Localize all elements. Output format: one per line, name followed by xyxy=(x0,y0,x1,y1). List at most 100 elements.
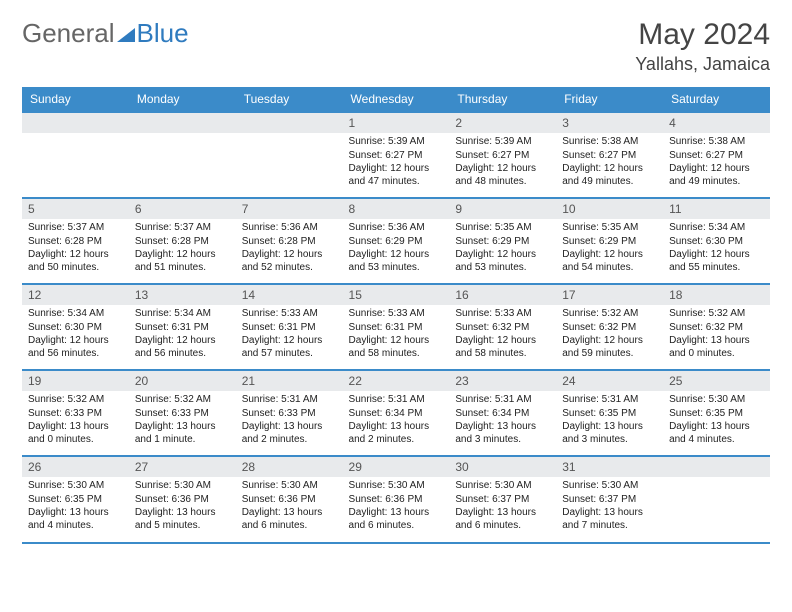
day-number: 9 xyxy=(449,199,556,219)
sunrise-line: Sunrise: 5:33 AM xyxy=(242,308,337,321)
calendar-week: 5Sunrise: 5:37 AMSunset: 6:28 PMDaylight… xyxy=(22,198,770,284)
sunrise-line: Sunrise: 5:32 AM xyxy=(28,394,123,407)
daylight-line: Daylight: 13 hours and 1 minute. xyxy=(135,421,230,446)
day-body: Sunrise: 5:31 AMSunset: 6:34 PMDaylight:… xyxy=(343,391,450,450)
title-block: May 2024 Yallahs, Jamaica xyxy=(635,18,770,75)
calendar-table: SundayMondayTuesdayWednesdayThursdayFrid… xyxy=(22,87,770,542)
sunrise-line: Sunrise: 5:39 AM xyxy=(455,136,550,149)
daylight-line: Daylight: 12 hours and 57 minutes. xyxy=(242,335,337,360)
location: Yallahs, Jamaica xyxy=(635,54,770,75)
sunrise-line: Sunrise: 5:34 AM xyxy=(669,222,764,235)
calendar-cell: 22Sunrise: 5:31 AMSunset: 6:34 PMDayligh… xyxy=(343,370,450,456)
sunset-line: Sunset: 6:27 PM xyxy=(669,150,764,163)
calendar-cell: 10Sunrise: 5:35 AMSunset: 6:29 PMDayligh… xyxy=(556,198,663,284)
day-body: Sunrise: 5:30 AMSunset: 6:36 PMDaylight:… xyxy=(129,477,236,536)
day-header: Monday xyxy=(129,87,236,112)
sunset-line: Sunset: 6:37 PM xyxy=(455,494,550,507)
calendar-cell: 4Sunrise: 5:38 AMSunset: 6:27 PMDaylight… xyxy=(663,112,770,198)
day-body: Sunrise: 5:34 AMSunset: 6:30 PMDaylight:… xyxy=(663,219,770,278)
day-number: 18 xyxy=(663,285,770,305)
day-number: 28 xyxy=(236,457,343,477)
sunrise-line: Sunrise: 5:36 AM xyxy=(242,222,337,235)
day-header: Friday xyxy=(556,87,663,112)
logo-text-1: General xyxy=(22,18,115,49)
day-body: Sunrise: 5:37 AMSunset: 6:28 PMDaylight:… xyxy=(129,219,236,278)
logo: General Blue xyxy=(22,18,189,49)
calendar-cell: 19Sunrise: 5:32 AMSunset: 6:33 PMDayligh… xyxy=(22,370,129,456)
day-number: 17 xyxy=(556,285,663,305)
calendar-cell: 6Sunrise: 5:37 AMSunset: 6:28 PMDaylight… xyxy=(129,198,236,284)
daylight-line: Daylight: 13 hours and 6 minutes. xyxy=(349,507,444,532)
logo-triangle-icon xyxy=(117,28,135,42)
calendar-cell xyxy=(22,112,129,198)
day-number: 15 xyxy=(343,285,450,305)
day-body: Sunrise: 5:30 AMSunset: 6:37 PMDaylight:… xyxy=(449,477,556,536)
day-body: Sunrise: 5:32 AMSunset: 6:33 PMDaylight:… xyxy=(129,391,236,450)
day-body: Sunrise: 5:36 AMSunset: 6:28 PMDaylight:… xyxy=(236,219,343,278)
daylight-line: Daylight: 13 hours and 3 minutes. xyxy=(562,421,657,446)
calendar-cell: 20Sunrise: 5:32 AMSunset: 6:33 PMDayligh… xyxy=(129,370,236,456)
sunrise-line: Sunrise: 5:34 AM xyxy=(28,308,123,321)
calendar-cell: 11Sunrise: 5:34 AMSunset: 6:30 PMDayligh… xyxy=(663,198,770,284)
sunset-line: Sunset: 6:33 PM xyxy=(135,408,230,421)
daylight-line: Daylight: 12 hours and 53 minutes. xyxy=(455,249,550,274)
sunset-line: Sunset: 6:27 PM xyxy=(349,150,444,163)
daylight-line: Daylight: 12 hours and 55 minutes. xyxy=(669,249,764,274)
calendar-cell: 25Sunrise: 5:30 AMSunset: 6:35 PMDayligh… xyxy=(663,370,770,456)
day-number: 22 xyxy=(343,371,450,391)
sunrise-line: Sunrise: 5:31 AM xyxy=(455,394,550,407)
daylight-line: Daylight: 12 hours and 54 minutes. xyxy=(562,249,657,274)
sunrise-line: Sunrise: 5:32 AM xyxy=(669,308,764,321)
sunset-line: Sunset: 6:29 PM xyxy=(562,236,657,249)
day-header: Saturday xyxy=(663,87,770,112)
day-body: Sunrise: 5:31 AMSunset: 6:34 PMDaylight:… xyxy=(449,391,556,450)
day-number: 27 xyxy=(129,457,236,477)
day-body: Sunrise: 5:32 AMSunset: 6:33 PMDaylight:… xyxy=(22,391,129,450)
sunset-line: Sunset: 6:30 PM xyxy=(669,236,764,249)
calendar-body: 1Sunrise: 5:39 AMSunset: 6:27 PMDaylight… xyxy=(22,112,770,542)
calendar-cell: 23Sunrise: 5:31 AMSunset: 6:34 PMDayligh… xyxy=(449,370,556,456)
calendar-cell: 1Sunrise: 5:39 AMSunset: 6:27 PMDaylight… xyxy=(343,112,450,198)
day-header: Sunday xyxy=(22,87,129,112)
sunset-line: Sunset: 6:30 PM xyxy=(28,322,123,335)
sunset-line: Sunset: 6:29 PM xyxy=(349,236,444,249)
day-number: 14 xyxy=(236,285,343,305)
calendar-cell: 29Sunrise: 5:30 AMSunset: 6:36 PMDayligh… xyxy=(343,456,450,542)
sunrise-line: Sunrise: 5:38 AM xyxy=(669,136,764,149)
day-number: 3 xyxy=(556,113,663,133)
daylight-line: Daylight: 12 hours and 59 minutes. xyxy=(562,335,657,360)
sunrise-line: Sunrise: 5:39 AM xyxy=(349,136,444,149)
sunrise-line: Sunrise: 5:35 AM xyxy=(455,222,550,235)
sunrise-line: Sunrise: 5:37 AM xyxy=(28,222,123,235)
day-body: Sunrise: 5:38 AMSunset: 6:27 PMDaylight:… xyxy=(556,133,663,192)
day-number: 19 xyxy=(22,371,129,391)
day-number: 21 xyxy=(236,371,343,391)
day-number: 30 xyxy=(449,457,556,477)
day-body: Sunrise: 5:30 AMSunset: 6:36 PMDaylight:… xyxy=(343,477,450,536)
day-body: Sunrise: 5:39 AMSunset: 6:27 PMDaylight:… xyxy=(343,133,450,192)
calendar-week: 12Sunrise: 5:34 AMSunset: 6:30 PMDayligh… xyxy=(22,284,770,370)
calendar-cell: 21Sunrise: 5:31 AMSunset: 6:33 PMDayligh… xyxy=(236,370,343,456)
day-body: Sunrise: 5:35 AMSunset: 6:29 PMDaylight:… xyxy=(556,219,663,278)
calendar-cell xyxy=(129,112,236,198)
calendar-cell: 3Sunrise: 5:38 AMSunset: 6:27 PMDaylight… xyxy=(556,112,663,198)
sunrise-line: Sunrise: 5:33 AM xyxy=(455,308,550,321)
daylight-line: Daylight: 12 hours and 58 minutes. xyxy=(349,335,444,360)
daylight-line: Daylight: 12 hours and 53 minutes. xyxy=(349,249,444,274)
day-body: Sunrise: 5:30 AMSunset: 6:37 PMDaylight:… xyxy=(556,477,663,536)
daylight-line: Daylight: 12 hours and 56 minutes. xyxy=(28,335,123,360)
day-number xyxy=(236,113,343,133)
calendar-cell: 18Sunrise: 5:32 AMSunset: 6:32 PMDayligh… xyxy=(663,284,770,370)
daylight-line: Daylight: 13 hours and 6 minutes. xyxy=(455,507,550,532)
sunset-line: Sunset: 6:34 PM xyxy=(349,408,444,421)
sunset-line: Sunset: 6:37 PM xyxy=(562,494,657,507)
day-body: Sunrise: 5:34 AMSunset: 6:30 PMDaylight:… xyxy=(22,305,129,364)
day-number: 13 xyxy=(129,285,236,305)
sunrise-line: Sunrise: 5:32 AM xyxy=(562,308,657,321)
day-body: Sunrise: 5:35 AMSunset: 6:29 PMDaylight:… xyxy=(449,219,556,278)
day-header: Tuesday xyxy=(236,87,343,112)
daylight-line: Daylight: 13 hours and 2 minutes. xyxy=(349,421,444,446)
sunset-line: Sunset: 6:31 PM xyxy=(135,322,230,335)
daylight-line: Daylight: 13 hours and 0 minutes. xyxy=(28,421,123,446)
sunset-line: Sunset: 6:35 PM xyxy=(669,408,764,421)
